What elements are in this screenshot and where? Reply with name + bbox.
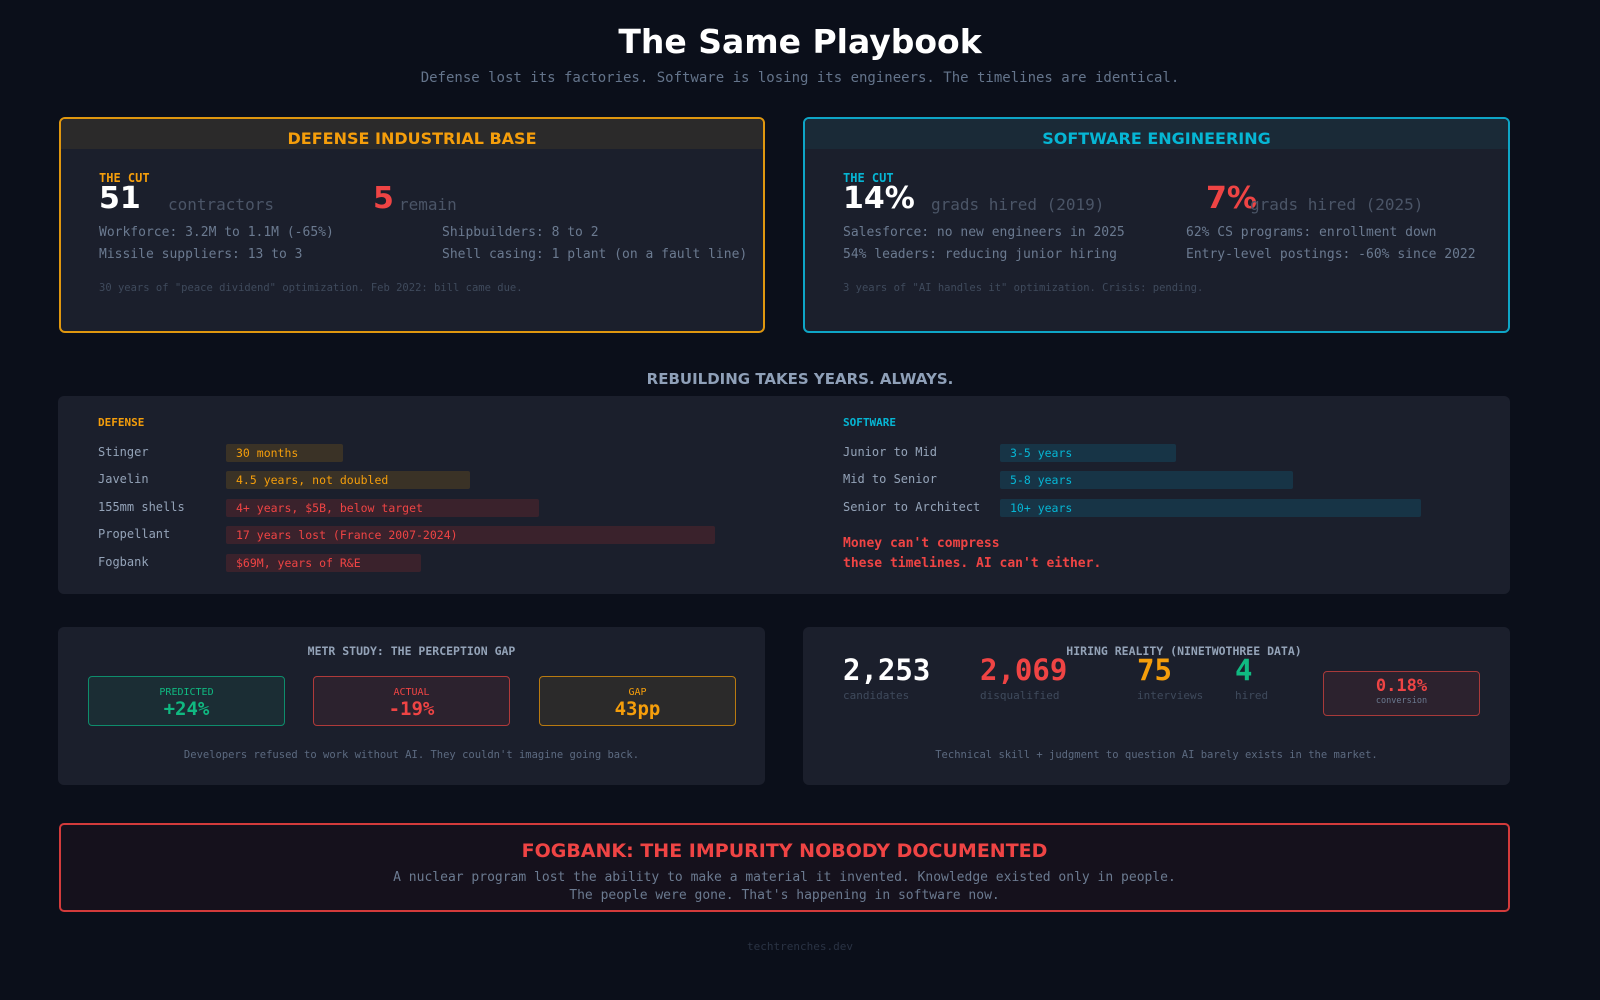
metr-note: Developers refused to work without AI. T… <box>183 749 640 761</box>
rebuild-callout-line2: these timelines. AI can't either. <box>843 556 1102 571</box>
rebuild-panel: DEFENSE SOFTWARE Stinger 30 months Javel… <box>58 396 1510 594</box>
software-timeline-label: SOFTWARE <box>843 416 896 429</box>
timeline-bar: $69M, years of R&E <box>226 554 421 572</box>
predicted-label: PREDICTED <box>159 687 214 698</box>
actual-box: ACTUAL -19% <box>313 676 510 726</box>
software-to-value: 7% <box>1206 181 1257 216</box>
stat-value: 75 <box>1137 653 1172 687</box>
timeline-item-label: Senior to Architect <box>843 500 981 514</box>
timeline-bar: 3-5 years <box>1000 444 1176 462</box>
fogbank-line2: The people were gone. That's happening i… <box>569 888 1000 903</box>
page-subtitle: Defense lost its factories. Software is … <box>420 70 1180 86</box>
defense-note: 30 years of "peace dividend" optimizatio… <box>99 282 523 294</box>
stat-value: 4 <box>1235 653 1253 687</box>
timeline-bar: 5-8 years <box>1000 471 1293 489</box>
defense-panel-title: DEFENSE INDUSTRIAL BASE <box>61 119 763 149</box>
defense-fact: Shipbuilders: 8 to 2 <box>442 225 599 240</box>
page-title: The Same Playbook <box>618 22 982 61</box>
stat-disqualified: 2,069 disqualified <box>980 653 1067 702</box>
hiring-panel: HIRING REALITY (NINETWOTHREE DATA) 2,253… <box>803 627 1510 785</box>
footer-link[interactable]: techtrenches.dev <box>747 940 853 953</box>
conversion-label: conversion <box>1375 696 1428 706</box>
defense-from-value: 51 <box>99 181 141 216</box>
timeline-item-label: Fogbank <box>98 555 149 569</box>
stat-value: 2,253 <box>843 653 931 687</box>
gap-label: GAP <box>628 687 647 698</box>
fogbank-title: FOGBANK: THE IMPURITY NOBODY DOCUMENTED <box>521 840 1048 862</box>
timeline-item-label: 155mm shells <box>98 500 185 514</box>
rebuild-section-title: REBUILDING TAKES YEARS. ALWAYS. <box>646 370 954 388</box>
software-from-unit: grads hired (2019) <box>931 195 1105 214</box>
software-to-unit: grads hired (2025) <box>1250 195 1424 214</box>
timeline-bar: 17 years lost (France 2007-2024) <box>226 526 715 544</box>
stat-interviews: 75 interviews <box>1137 653 1203 702</box>
gap-box: GAP 43pp <box>539 676 736 726</box>
predicted-value: +24% <box>163 698 210 720</box>
stat-candidates: 2,253 candidates <box>843 653 930 702</box>
rebuild-callout-line1: Money can't compress <box>843 536 1000 551</box>
defense-fact: Workforce: 3.2M to 1.1M (-65%) <box>99 225 334 240</box>
timeline-item-label: Junior to Mid <box>843 445 937 459</box>
conversion-value: 0.18% <box>1375 676 1428 696</box>
defense-fact: Shell casing: 1 plant (on a fault line) <box>442 247 748 262</box>
defense-fact: Missile suppliers: 13 to 3 <box>99 247 303 262</box>
predicted-box: PREDICTED +24% <box>88 676 285 726</box>
stat-label: hired <box>1235 689 1269 702</box>
stat-label: candidates <box>843 689 910 702</box>
software-cut-label: THE CUT <box>843 171 894 185</box>
timeline-item-label: Mid to Senior <box>843 472 937 486</box>
conversion-box: 0.18% conversion <box>1323 671 1480 716</box>
timeline-item-label: Stinger <box>98 445 149 459</box>
defense-from-unit: contractors <box>168 195 274 214</box>
timeline-item-label: Propellant <box>98 527 171 541</box>
timeline-item-label: Javelin <box>98 472 149 486</box>
defense-to-unit: remain <box>399 195 457 214</box>
hiring-note: Technical skill + judgment to question A… <box>935 749 1378 761</box>
software-fact: 62% CS programs: enrollment down <box>1186 225 1437 240</box>
defense-panel: DEFENSE INDUSTRIAL BASE THE CUT 51 contr… <box>59 117 765 333</box>
timeline-bar: 10+ years <box>1000 499 1421 517</box>
stat-value: 2,069 <box>980 653 1068 687</box>
timeline-bar: 30 months <box>226 444 343 462</box>
software-fact: Salesforce: no new engineers in 2025 <box>843 225 1125 240</box>
defense-cut-label: THE CUT <box>99 171 150 185</box>
stat-hired: 4 hired <box>1235 653 1268 702</box>
software-from-value: 14% <box>843 181 915 216</box>
software-note: 3 years of "AI handles it" optimization.… <box>843 282 1204 294</box>
timeline-bar: 4.5 years, not doubled <box>226 471 470 489</box>
stat-label: disqualified <box>980 689 1060 702</box>
metr-panel: METR STUDY: THE PERCEPTION GAP PREDICTED… <box>58 627 765 785</box>
metr-title: METR STUDY: THE PERCEPTION GAP <box>307 644 516 658</box>
fogbank-panel: FOGBANK: THE IMPURITY NOBODY DOCUMENTED … <box>59 823 1510 912</box>
actual-value: -19% <box>388 698 435 720</box>
defense-timeline-label: DEFENSE <box>98 416 145 429</box>
stat-label: interviews <box>1137 689 1204 702</box>
timeline-bar: 4+ years, $5B, below target <box>226 499 539 517</box>
software-fact: Entry-level postings: -60% since 2022 <box>1186 247 1476 262</box>
defense-to-value: 5 <box>373 181 394 216</box>
hiring-title: HIRING REALITY (NINETWOTHREE DATA) <box>1066 644 1302 658</box>
fogbank-line1: A nuclear program lost the ability to ma… <box>393 870 1176 885</box>
software-fact: 54% leaders: reducing junior hiring <box>843 247 1117 262</box>
software-panel-title: SOFTWARE ENGINEERING <box>805 119 1508 149</box>
software-panel: SOFTWARE ENGINEERING THE CUT 14% grads h… <box>803 117 1510 333</box>
gap-value: 43pp <box>614 698 661 720</box>
actual-label: ACTUAL <box>393 687 430 698</box>
